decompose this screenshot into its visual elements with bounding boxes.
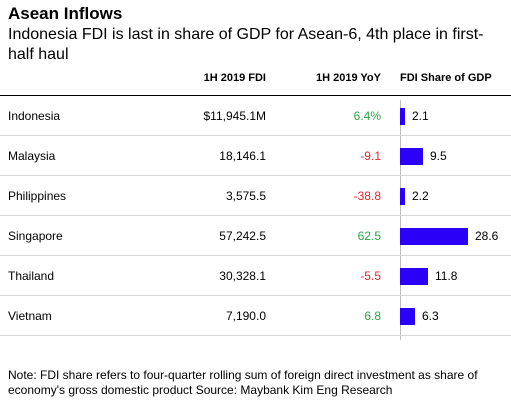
country-label: Singapore (8, 229, 63, 243)
share-value: 2.2 (412, 189, 429, 203)
yoy-value: 6.8 (364, 309, 381, 323)
fdi-value: 30,328.1 (219, 269, 266, 283)
country-label: Vietnam (8, 309, 52, 323)
table-row: Thailand 30,328.1 -5.5 11.8 (0, 256, 511, 296)
row-divider (0, 295, 511, 296)
table-row: Malaysia 18,146.1 -9.1 9.5 (0, 136, 511, 176)
yoy-value: 62.5 (357, 229, 381, 243)
share-value: 2.1 (412, 109, 429, 123)
fdi-value: 3,575.5 (225, 189, 266, 203)
chart-title: Asean Inflows (8, 4, 123, 23)
share-bar (400, 108, 405, 125)
share-bar (400, 188, 405, 205)
share-value: 11.8 (435, 269, 458, 283)
yoy-value: -9.1 (360, 149, 381, 163)
chart-subtitle: Indonesia FDI is last in share of GDP fo… (8, 26, 484, 63)
share-bar (400, 148, 423, 165)
share-value: 6.3 (422, 309, 439, 323)
country-label: Thailand (8, 269, 55, 283)
share-bar (400, 308, 415, 325)
footnote: Note: FDI share refers to four-quarter r… (8, 368, 478, 397)
column-header-share: FDI Share of GDP (400, 72, 492, 84)
table-row: Singapore 57,242.5 62.5 28.6 (0, 216, 511, 256)
country-label: Philippines (8, 189, 67, 203)
row-divider (0, 175, 511, 176)
bar-axis-baseline (400, 100, 401, 340)
yoy-value: 6.4% (353, 109, 381, 123)
fdi-value: 7,190.0 (225, 309, 266, 323)
fdi-value: 57,242.5 (219, 229, 266, 243)
country-label: Malaysia (8, 149, 56, 163)
share-bar (400, 268, 428, 285)
row-divider (0, 335, 511, 336)
country-label: Indonesia (8, 109, 61, 123)
column-header-yoy: 1H 2019 YoY (315, 72, 381, 84)
yoy-value: -38.8 (353, 189, 381, 203)
share-bar (400, 228, 468, 245)
row-divider (0, 135, 511, 136)
share-value: 9.5 (430, 149, 447, 163)
row-divider (0, 255, 511, 256)
fdi-value: $11,945.1M (203, 109, 267, 123)
column-header-fdi: 1H 2019 FDI (203, 72, 266, 84)
fdi-value: 18,146.1 (219, 149, 266, 163)
row-divider (0, 215, 511, 216)
table-row: Vietnam 7,190.0 6.8 6.3 (0, 296, 511, 336)
table-row: Philippines 3,575.5 -38.8 2.2 (0, 176, 511, 216)
yoy-value: -5.5 (360, 269, 381, 283)
share-value: 28.6 (475, 229, 499, 243)
header-divider (0, 95, 511, 96)
table-row: Indonesia $11,945.1M 6.4% 2.1 (0, 96, 511, 136)
